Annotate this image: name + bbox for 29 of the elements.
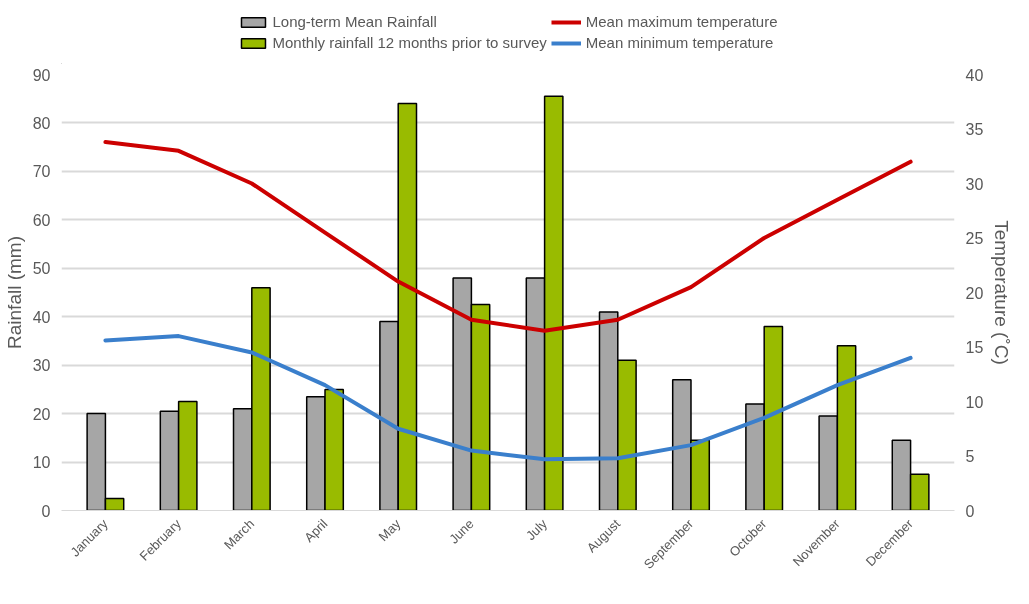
- y-tick-label: 20: [32, 405, 51, 423]
- y2-tick-label: 20: [965, 284, 984, 302]
- y2-tick-label: 15: [965, 339, 984, 356]
- line-series: [103, 140, 913, 333]
- y-tick-label: 60: [32, 211, 51, 229]
- legend-label: Mean maximum temperature: [585, 13, 778, 30]
- y-tick-label: 10: [32, 454, 51, 472]
- y-axis-title: Rainfall (mm): [3, 236, 25, 349]
- y2-axis-title: Temperature (˚C): [991, 220, 1013, 365]
- legend-label: Monthly rainfall 12 months prior to survey: [272, 34, 547, 51]
- line-series: [103, 334, 913, 462]
- y-tick-label: 40: [32, 308, 51, 326]
- y-tick-label: 80: [32, 114, 51, 132]
- y-tick-label: 70: [32, 163, 51, 181]
- legend-label: Long-term Mean Rainfall: [272, 13, 437, 30]
- y2-tick-label: 5: [965, 448, 975, 465]
- y-tick-label: 0: [41, 502, 51, 520]
- y-tick-label: 30: [32, 357, 51, 375]
- x-tick-label: May: [375, 515, 404, 545]
- y2-tick-label: 40: [965, 66, 984, 84]
- y2-tick-label: 10: [965, 393, 984, 411]
- y-tick-label: 50: [32, 260, 51, 278]
- y-tick-label: 90: [32, 66, 51, 84]
- y2-tick-label: 30: [965, 175, 984, 193]
- y2-tick-label: 0: [965, 502, 975, 520]
- legend-label: Mean minimum temperature: [585, 34, 774, 51]
- y2-tick-label: 25: [965, 230, 984, 247]
- y2-tick-label: 35: [965, 121, 984, 138]
- x-tick-label: July: [522, 515, 551, 544]
